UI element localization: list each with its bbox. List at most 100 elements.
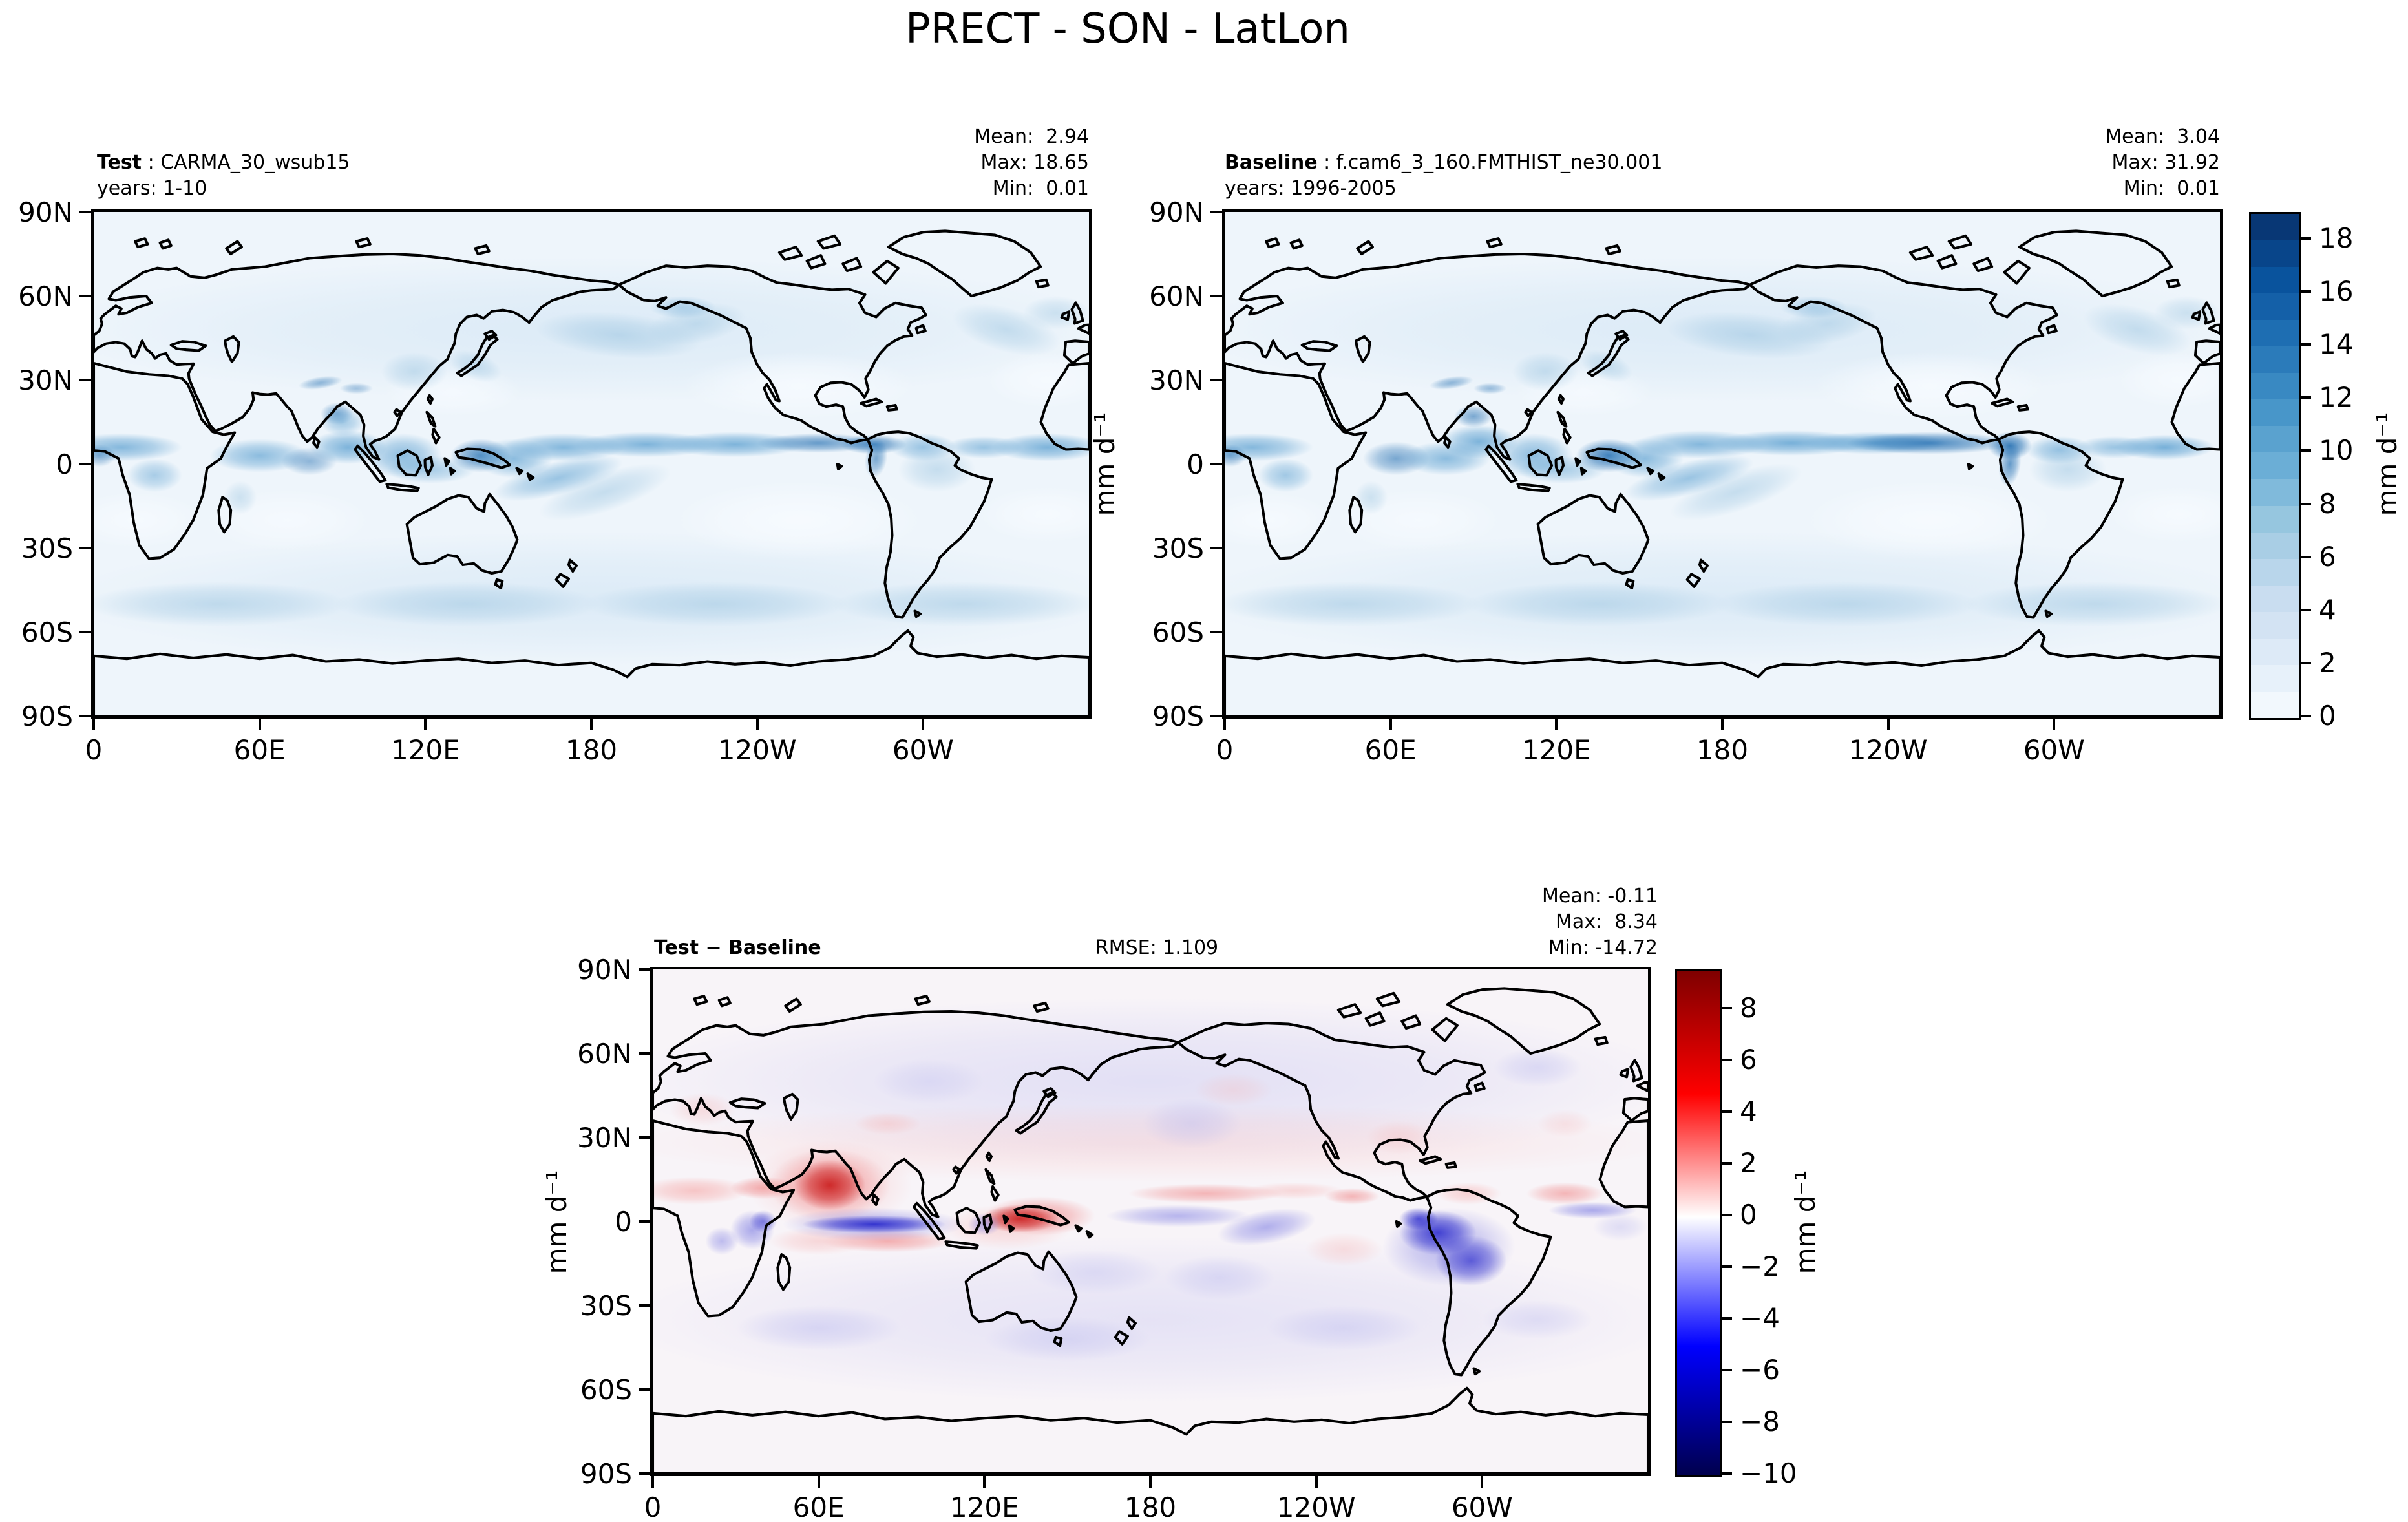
lat-tick [79, 463, 91, 465]
lon-tick-label: 60W [892, 734, 954, 766]
precip-colorbar-tick [2301, 502, 2311, 505]
diff-colorbar-tick-label: 0 [1740, 1199, 1757, 1231]
lat-tick-label: 60S [21, 617, 73, 648]
baseline-stat-min: Min: 0.01 [2123, 177, 2220, 200]
precip-colorbar-tick-label: 18 [2319, 222, 2354, 255]
precip-colorbar-band [2251, 293, 2299, 321]
lon-tick [424, 719, 427, 730]
precip-colorbar-tick-label: 12 [2319, 381, 2354, 414]
lon-tick-label: 180 [565, 734, 618, 766]
test-stat-mean: Mean: 2.94 [974, 125, 1089, 148]
lat-tick-label: 30S [1152, 533, 1204, 564]
test-stat-min: Min: 0.01 [992, 177, 1089, 200]
lat-tick-label: 90N [1149, 196, 1204, 228]
precip-colorbar-tick [2301, 449, 2311, 452]
diff-panel-title: Test − Baseline [654, 936, 821, 959]
precip-colorbar-band [2251, 558, 2299, 586]
lon-tick [1886, 719, 1890, 730]
test-map-svg [94, 212, 1089, 716]
lon-tick-label: 60E [1364, 734, 1417, 766]
precip-colorbar-band [2251, 611, 2299, 639]
lat-tick-label: 90N [18, 196, 73, 228]
baseline-stat-max: Max: 31.92 [2111, 151, 2220, 174]
diff-colorbar-tick [1722, 1369, 1732, 1371]
lat-tick-label: 90S [21, 701, 73, 732]
lat-tick [1210, 715, 1222, 717]
lat-tick [1210, 211, 1222, 213]
lat-tick [79, 211, 91, 213]
precip-colorbar-band [2251, 320, 2299, 347]
precip-colorbar-tick [2301, 237, 2311, 240]
diff-map-svg [653, 969, 1648, 1474]
lon-tick-label: 180 [1124, 1492, 1177, 1522]
lon-tick-label: 120E [949, 1492, 1019, 1522]
precip-colorbar-tick-label: 6 [2319, 540, 2336, 573]
lat-tick [639, 968, 650, 971]
lat-tick [1210, 631, 1222, 633]
precip-colorbar-band [2251, 479, 2299, 506]
test-case-name: : CARMA_30_wsub15 [142, 151, 350, 174]
lat-tick [79, 715, 91, 717]
lat-tick-label: 60S [1152, 617, 1204, 648]
map-panel-baseline [1222, 209, 2223, 719]
lon-tick-label: 120W [1276, 1492, 1356, 1522]
lon-tick [651, 1476, 654, 1488]
lon-tick [92, 719, 95, 730]
diff-colorbar-tick [1722, 1162, 1732, 1165]
diff-colorbar-tick [1722, 1317, 1732, 1320]
precip-colorbar-band [2251, 532, 2299, 559]
lon-tick [1315, 1476, 1318, 1488]
diff-colorbar-tick-label: −6 [1740, 1354, 1780, 1386]
diff-colorbar-tick-label: 8 [1740, 992, 1757, 1024]
coastlines [94, 229, 1089, 716]
lon-tick-label: 0 [644, 1492, 662, 1522]
diff-colorbar-tick [1722, 1007, 1732, 1009]
lat-tick-label: 30S [580, 1290, 632, 1322]
diff-colorbar-tick-label: −10 [1740, 1457, 1797, 1489]
lat-tick [1210, 463, 1222, 465]
map-panel-diff [650, 967, 1651, 1476]
lat-tick [79, 631, 91, 633]
baseline-map-svg [1225, 212, 2220, 716]
lon-tick [1389, 719, 1392, 730]
diff-stat-min: Min: -14.72 [1548, 936, 1658, 959]
coastlines [653, 987, 1648, 1474]
lon-tick [1721, 719, 1724, 730]
baseline-stat-mean: Mean: 3.04 [2105, 125, 2220, 148]
diff-colorbar-tick [1722, 1214, 1732, 1216]
lon-tick-label: 60E [233, 734, 286, 766]
test-stat-max: Max: 18.65 [980, 151, 1089, 174]
diff-stat-mean: Mean: -0.11 [1541, 885, 1658, 907]
coastlines [1225, 229, 2220, 716]
lat-tick [1210, 295, 1222, 297]
precip-colorbar-unit: mm d⁻¹ [2371, 412, 2403, 516]
lat-tick-label: 60S [580, 1374, 632, 1406]
precip-colorbar-band [2251, 505, 2299, 533]
test-years: years: 1-10 [97, 177, 207, 200]
lat-tick-label: 60N [18, 280, 73, 312]
diff-colorbar-unit: mm d⁻¹ [1790, 1170, 1821, 1274]
diff-colorbar-tick [1722, 1110, 1732, 1113]
precip-colorbar-band [2251, 452, 2299, 480]
lon-tick-label: 120E [390, 734, 460, 766]
precip-colorbar-tick-label: 10 [2319, 434, 2354, 467]
lon-tick-label: 120W [1848, 734, 1928, 766]
lat-tick [79, 379, 91, 381]
precip-colorbar-band [2251, 346, 2299, 374]
diff-colorbar-tick [1722, 1059, 1732, 1061]
lon-tick [258, 719, 261, 730]
lat-tick-label: 30N [18, 365, 73, 396]
lat-tick [639, 1136, 650, 1139]
test-field [94, 257, 1089, 666]
precip-colorbar-tick [2301, 608, 2311, 611]
lat-tick-label: 90S [1152, 701, 1204, 732]
lon-tick-label: 0 [1216, 734, 1234, 766]
diff-colorbar-tick-label: −2 [1740, 1251, 1780, 1282]
lat-tick [639, 1220, 650, 1223]
diff-colorbar-tick [1722, 1265, 1732, 1268]
diff-colorbar [1675, 969, 1722, 1477]
lon-tick-label: 120E [1521, 734, 1591, 766]
diff-colorbar-tick-label: 6 [1740, 1044, 1757, 1075]
lat-tick [639, 1052, 650, 1055]
precip-colorbar-band [2251, 585, 2299, 612]
